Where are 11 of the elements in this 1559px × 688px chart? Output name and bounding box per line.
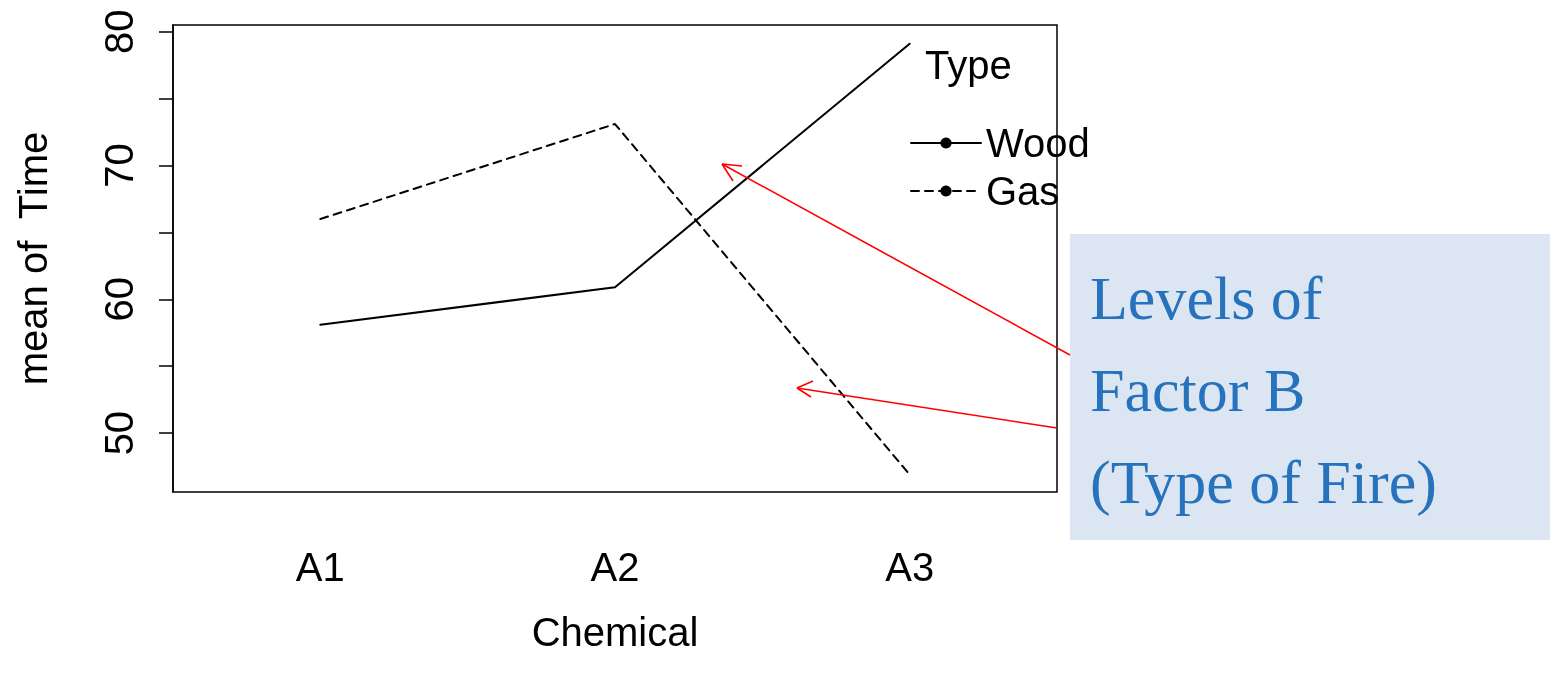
text: Levels of Factor B (Type of Fire) <box>1070 234 1550 540</box>
legend-title: Type <box>925 43 1012 87</box>
x-tick-label: A1 <box>295 545 345 589</box>
y-tick-label: 60 <box>97 277 141 322</box>
y-tick-label: 70 <box>97 143 141 188</box>
x-tick-label: A3 <box>885 545 935 589</box>
x-tick-label: A2 <box>590 545 640 589</box>
x-axis-title: Chemical <box>531 610 699 654</box>
y-tick-label: 80 <box>97 9 141 54</box>
y-tick-label: 50 <box>97 410 141 456</box>
y-axis-title: mean of Time <box>11 131 55 386</box>
